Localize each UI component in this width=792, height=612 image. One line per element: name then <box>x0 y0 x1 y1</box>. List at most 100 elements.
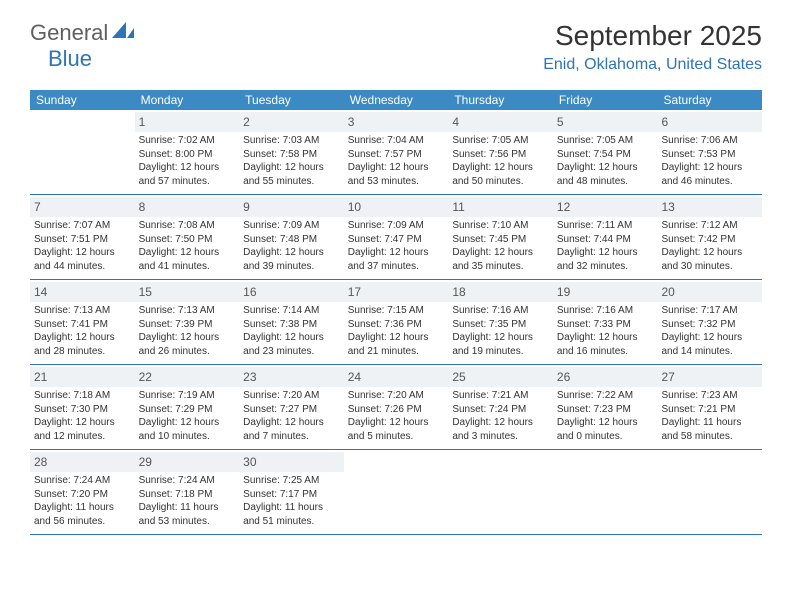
day-info: Sunrise: 7:03 AMSunset: 7:58 PMDaylight:… <box>243 134 340 188</box>
sunset-text: Sunset: 7:44 PM <box>557 233 654 247</box>
sunrise-text: Sunrise: 7:18 AM <box>34 389 131 403</box>
day-info: Sunrise: 7:16 AMSunset: 7:33 PMDaylight:… <box>557 304 654 358</box>
daynum-row: 1 <box>135 112 240 132</box>
day-info: Sunrise: 7:14 AMSunset: 7:38 PMDaylight:… <box>243 304 340 358</box>
daynum-row: 18 <box>448 282 553 302</box>
sunrise-text: Sunrise: 7:16 AM <box>557 304 654 318</box>
day-cell: 21Sunrise: 7:18 AMSunset: 7:30 PMDayligh… <box>30 365 135 449</box>
daynum-row: 30 <box>239 452 344 472</box>
daylight-text: Daylight: 12 hours and 19 minutes. <box>452 331 549 358</box>
day-number: 9 <box>243 200 250 214</box>
daylight-text: Daylight: 12 hours and 7 minutes. <box>243 416 340 443</box>
day-number: 8 <box>139 200 146 214</box>
day-number: 1 <box>139 115 146 129</box>
sunset-text: Sunset: 7:48 PM <box>243 233 340 247</box>
day-header-fri: Friday <box>553 90 658 110</box>
daynum-row: 2 <box>239 112 344 132</box>
day-cell: 28Sunrise: 7:24 AMSunset: 7:20 PMDayligh… <box>30 450 135 534</box>
day-number: 30 <box>243 455 256 469</box>
day-number: 27 <box>661 370 674 384</box>
day-cell: 20Sunrise: 7:17 AMSunset: 7:32 PMDayligh… <box>657 280 762 364</box>
logo: General <box>30 20 136 46</box>
daylight-text: Daylight: 12 hours and 28 minutes. <box>34 331 131 358</box>
day-cell: 4 Sunrise: 7:05 AMSunset: 7:56 PMDaylight… <box>448 110 553 194</box>
day-info: Sunrise: 7:12 AMSunset: 7:42 PMDaylight:… <box>661 219 758 273</box>
logo-text-blue: Blue <box>48 46 92 71</box>
daynum-row: 27 <box>657 367 762 387</box>
sunrise-text: Sunrise: 7:08 AM <box>139 219 236 233</box>
day-number: 16 <box>243 285 256 299</box>
sunset-text: Sunset: 7:30 PM <box>34 403 131 417</box>
day-cell: 23Sunrise: 7:20 AMSunset: 7:27 PMDayligh… <box>239 365 344 449</box>
day-cell: 27 Sunrise: 7:23 AMSunset: 7:21 PMDayligh… <box>657 365 762 449</box>
day-info: Sunrise: 7:05 AMSunset: 7:54 PMDaylight:… <box>557 134 654 188</box>
daylight-text: Daylight: 11 hours and 56 minutes. <box>34 501 131 528</box>
calendar: Sunday Monday Tuesday Wednesday Thursday… <box>30 90 762 535</box>
daylight-text: Daylight: 12 hours and 0 minutes. <box>557 416 654 443</box>
sunset-text: Sunset: 7:35 PM <box>452 318 549 332</box>
day-info: Sunrise: 7:23 AMSunset: 7:21 PMDaylight:… <box>661 389 758 443</box>
daynum-row: 3 <box>344 112 449 132</box>
daylight-text: Daylight: 12 hours and 50 minutes. <box>452 161 549 188</box>
daynum-row: 21 <box>30 367 135 387</box>
day-cell: 16 Sunrise: 7:14 AMSunset: 7:38 PMDayligh… <box>239 280 344 364</box>
day-number: 11 <box>452 200 464 214</box>
day-number: 5 <box>557 115 564 129</box>
daynum-row: 13 <box>657 197 762 217</box>
sunset-text: Sunset: 7:18 PM <box>139 488 236 502</box>
daylight-text: Daylight: 12 hours and 37 minutes. <box>348 246 445 273</box>
day-header-sat: Saturday <box>657 90 762 110</box>
day-info: Sunrise: 7:05 AMSunset: 7:56 PMDaylight:… <box>452 134 549 188</box>
sunset-text: Sunset: 7:54 PM <box>557 148 654 162</box>
day-info: Sunrise: 7:09 AMSunset: 7:47 PMDaylight:… <box>348 219 445 273</box>
day-info: Sunrise: 7:15 AMSunset: 7:36 PMDaylight:… <box>348 304 445 358</box>
day-info: Sunrise: 7:18 AMSunset: 7:30 PMDaylight:… <box>34 389 131 443</box>
sunset-text: Sunset: 7:51 PM <box>34 233 131 247</box>
daynum-row: 9 <box>239 197 344 217</box>
sunrise-text: Sunrise: 7:14 AM <box>243 304 340 318</box>
day-cell: 1Sunrise: 7:02 AMSunset: 8:00 PMDaylight… <box>135 110 240 194</box>
sunrise-text: Sunrise: 7:11 AM <box>557 219 654 233</box>
sunrise-text: Sunrise: 7:16 AM <box>452 304 549 318</box>
sunrise-text: Sunrise: 7:07 AM <box>34 219 131 233</box>
day-number: 29 <box>139 455 152 469</box>
sunrise-text: Sunrise: 7:17 AM <box>661 304 758 318</box>
daylight-text: Daylight: 12 hours and 53 minutes. <box>348 161 445 188</box>
sunset-text: Sunset: 7:50 PM <box>139 233 236 247</box>
daylight-text: Daylight: 12 hours and 46 minutes. <box>661 161 758 188</box>
sunset-text: Sunset: 7:57 PM <box>348 148 445 162</box>
day-cell: 6 Sunrise: 7:06 AMSunset: 7:53 PMDaylight… <box>657 110 762 194</box>
title-block: September 2025 Enid, Oklahoma, United St… <box>543 20 762 74</box>
sunset-text: Sunset: 7:24 PM <box>452 403 549 417</box>
day-number: 4 <box>452 115 459 129</box>
sunset-text: Sunset: 7:26 PM <box>348 403 445 417</box>
day-cell: 7Sunrise: 7:07 AMSunset: 7:51 PMDaylight… <box>30 195 135 279</box>
day-cell: 17Sunrise: 7:15 AMSunset: 7:36 PMDayligh… <box>344 280 449 364</box>
day-number: 19 <box>557 285 570 299</box>
sunset-text: Sunset: 7:38 PM <box>243 318 340 332</box>
header: General September 2025 Enid, Oklahoma, U… <box>0 0 792 82</box>
week-row: 1Sunrise: 7:02 AMSunset: 8:00 PMDaylight… <box>30 110 762 195</box>
day-cell: 14Sunrise: 7:13 AMSunset: 7:41 PMDayligh… <box>30 280 135 364</box>
sunset-text: Sunset: 7:21 PM <box>661 403 758 417</box>
sunrise-text: Sunrise: 7:22 AM <box>557 389 654 403</box>
day-info: Sunrise: 7:24 AMSunset: 7:20 PMDaylight:… <box>34 474 131 528</box>
day-number: 15 <box>139 285 152 299</box>
daynum-row: 25 <box>448 367 553 387</box>
day-number: 26 <box>557 370 570 384</box>
day-cell: 8Sunrise: 7:08 AMSunset: 7:50 PMDaylight… <box>135 195 240 279</box>
sunrise-text: Sunrise: 7:06 AM <box>661 134 758 148</box>
sunset-text: Sunset: 7:53 PM <box>661 148 758 162</box>
day-number: 13 <box>661 200 674 214</box>
day-cell: 25Sunrise: 7:21 AMSunset: 7:24 PMDayligh… <box>448 365 553 449</box>
logo-text-general: General <box>30 20 108 46</box>
daynum-row: 6 <box>657 112 762 132</box>
day-info: Sunrise: 7:25 AMSunset: 7:17 PMDaylight:… <box>243 474 340 528</box>
day-number: 6 <box>661 115 668 129</box>
sunset-text: Sunset: 7:33 PM <box>557 318 654 332</box>
daynum-row: 15 <box>135 282 240 302</box>
sunrise-text: Sunrise: 7:20 AM <box>243 389 340 403</box>
day-number: 24 <box>348 370 361 384</box>
sunset-text: Sunset: 7:17 PM <box>243 488 340 502</box>
daylight-text: Daylight: 12 hours and 10 minutes. <box>139 416 236 443</box>
